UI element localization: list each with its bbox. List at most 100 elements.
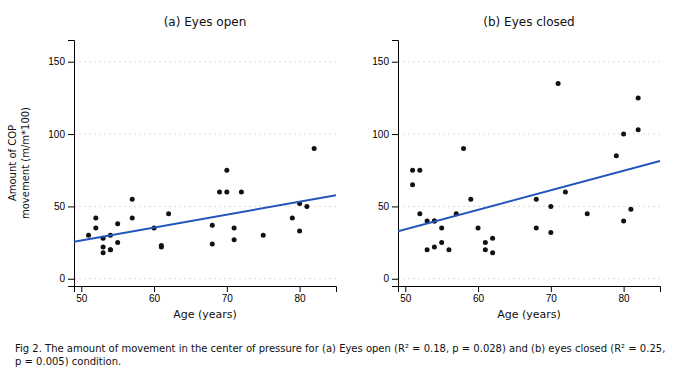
axis-line xyxy=(68,41,75,287)
point xyxy=(548,230,553,235)
point xyxy=(556,81,561,86)
tick: 0 xyxy=(383,273,398,284)
point xyxy=(483,247,488,252)
point xyxy=(130,215,135,220)
tick-label: 50 xyxy=(378,201,390,212)
point xyxy=(261,233,266,238)
tick-label: 70 xyxy=(546,293,558,304)
point xyxy=(410,182,415,187)
point xyxy=(224,168,229,173)
tick-label: 150 xyxy=(372,56,389,67)
grid-line xyxy=(398,61,660,62)
tick-label: 80 xyxy=(295,293,307,304)
tick: 50 xyxy=(76,286,88,304)
tick-mark xyxy=(227,286,228,292)
point xyxy=(86,233,91,238)
grid xyxy=(74,62,336,279)
tick: 60 xyxy=(149,286,161,304)
axis-line xyxy=(75,287,337,293)
x-axis: 50607080 xyxy=(399,286,661,304)
tick-mark xyxy=(405,286,406,292)
grid-line xyxy=(74,61,336,62)
point xyxy=(446,247,451,252)
tick-label: 60 xyxy=(149,293,161,304)
regression-line xyxy=(398,161,660,231)
point xyxy=(614,153,619,158)
tick-label: 0 xyxy=(59,273,65,284)
grid-line xyxy=(74,206,336,207)
grid-line xyxy=(398,206,660,207)
y-label-line: Amount of COP xyxy=(7,125,18,201)
caption: Fig 2. The amount of movement in the cen… xyxy=(15,343,665,367)
tick: 100 xyxy=(372,129,398,140)
grid-line xyxy=(74,134,336,135)
tick-label: 100 xyxy=(48,129,65,140)
grid-line xyxy=(398,134,660,135)
point xyxy=(425,247,430,252)
tick: 0 xyxy=(59,273,74,284)
x-label: Age (years) xyxy=(497,308,561,321)
tick-mark xyxy=(392,134,398,135)
title: (b) Eyes closed xyxy=(483,15,574,29)
point xyxy=(210,223,215,228)
title: (a) Eyes open xyxy=(164,15,247,29)
point xyxy=(101,244,106,249)
axis-line xyxy=(392,41,399,287)
tick-mark xyxy=(154,286,155,292)
panel: 50607080 0 50 100 150 (b) Eyes closed Age (yea… xyxy=(372,15,660,321)
tick: 150 xyxy=(372,56,398,67)
point xyxy=(468,197,473,202)
tick-label: 50 xyxy=(76,293,88,304)
point xyxy=(621,218,626,223)
point xyxy=(217,189,222,194)
point xyxy=(432,244,437,249)
point xyxy=(585,211,590,216)
point xyxy=(93,226,98,231)
y-axis: 050100150 xyxy=(48,41,74,287)
point xyxy=(490,250,495,255)
tick: 80 xyxy=(295,286,307,304)
tick: 50 xyxy=(378,201,398,212)
tick: 50 xyxy=(400,286,412,304)
tick: 70 xyxy=(546,286,558,304)
tick-mark xyxy=(624,286,625,292)
point xyxy=(628,207,633,212)
tick-mark xyxy=(68,279,74,280)
point xyxy=(417,168,422,173)
point xyxy=(312,146,317,151)
marks xyxy=(398,81,660,255)
tick-label: 100 xyxy=(372,129,389,140)
point xyxy=(621,132,626,137)
tick: 70 xyxy=(222,286,234,304)
grid xyxy=(398,62,660,279)
point xyxy=(93,215,98,220)
point xyxy=(636,95,641,100)
marks xyxy=(74,146,336,255)
point xyxy=(439,240,444,245)
tick-label: 50 xyxy=(400,293,412,304)
point xyxy=(290,215,295,220)
tick-mark xyxy=(478,286,479,292)
tick-label: 70 xyxy=(222,293,234,304)
point xyxy=(239,189,244,194)
point xyxy=(101,250,106,255)
point xyxy=(115,221,120,226)
tick-mark xyxy=(392,206,398,207)
point xyxy=(563,189,568,194)
point xyxy=(636,127,641,132)
point xyxy=(548,204,553,209)
point xyxy=(490,236,495,241)
regression-line xyxy=(74,195,336,242)
point xyxy=(304,204,309,209)
tick-label: 150 xyxy=(48,56,65,67)
point xyxy=(232,237,237,242)
tick-label: 0 xyxy=(383,273,389,284)
point xyxy=(461,146,466,151)
point xyxy=(483,240,488,245)
y-axis: 0 50 100 150 xyxy=(372,41,398,287)
point xyxy=(108,247,113,252)
point xyxy=(159,244,164,249)
point xyxy=(115,240,120,245)
point xyxy=(476,226,481,231)
tick-mark xyxy=(392,279,398,280)
